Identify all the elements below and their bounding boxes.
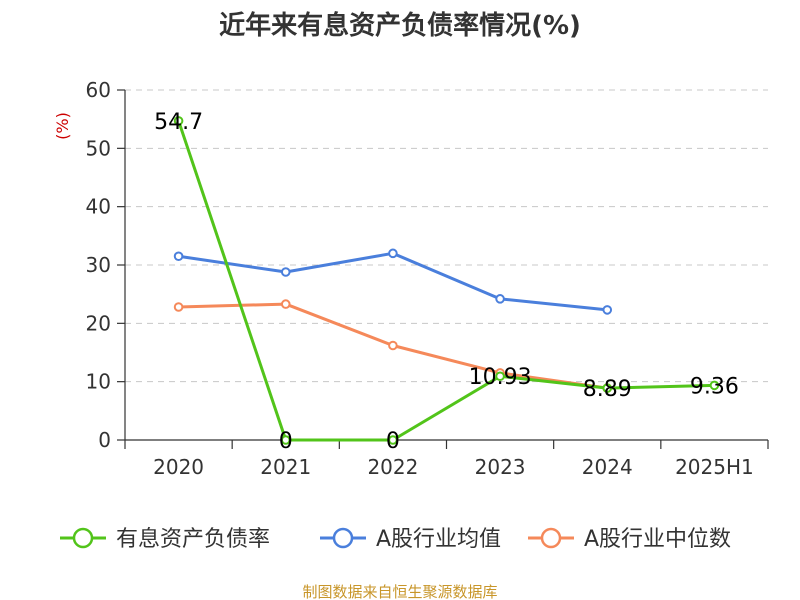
legend[interactable]: 有息资产负债率 A股行业均值 A股行业中位数 [60, 527, 731, 552]
series-2 [173, 299, 613, 393]
data-point[interactable] [173, 251, 184, 262]
legend-label: A股行业中位数 [584, 527, 731, 552]
data-label: 0 [279, 429, 293, 454]
legend-item-0[interactable]: 有息资产负债率 [60, 527, 270, 552]
y-tick-label: 0 [98, 428, 111, 452]
data-point[interactable] [602, 305, 613, 315]
series-1 [173, 248, 613, 315]
data-point[interactable] [602, 383, 613, 393]
legend-label: A股行业均值 [376, 527, 501, 552]
legend-marker [332, 527, 354, 549]
legend-marker [72, 527, 94, 549]
x-tick-label: 2021 [260, 455, 311, 479]
legend-marker [540, 527, 562, 549]
series-0 [173, 116, 720, 445]
series-line [178, 251, 608, 312]
data-point[interactable] [173, 302, 184, 312]
data-labels: 54.7 0 0 10.93 8.89 9.36 [154, 110, 739, 454]
data-point[interactable] [388, 435, 398, 445]
data-label: 9.36 [690, 374, 739, 399]
y-tick-label: 20 [86, 311, 111, 335]
x-tick-label: 2020 [153, 455, 204, 479]
data-point[interactable] [709, 380, 720, 391]
legend-item-1[interactable]: A股行业均值 [320, 527, 501, 552]
y-tick-label: 60 [86, 78, 111, 102]
gridlines [125, 89, 768, 383]
y-tick-label: 50 [86, 136, 111, 160]
data-label: 10.93 [469, 365, 532, 390]
data-point[interactable] [495, 294, 505, 304]
x-tick-label: 2025H1 [675, 455, 754, 479]
y-axis-ticks: 0 10 20 30 40 50 60 [86, 78, 125, 452]
data-label: 54.7 [154, 110, 203, 135]
data-point[interactable] [280, 435, 291, 445]
source-note: 制图数据来自恒生聚源数据库 [302, 583, 497, 600]
data-point[interactable] [280, 299, 291, 309]
y-axis-label: (%) [53, 112, 72, 140]
x-tick-label: 2022 [367, 455, 418, 479]
data-point[interactable] [388, 248, 398, 259]
x-tick-label: 2023 [475, 455, 526, 479]
data-point[interactable] [388, 340, 398, 351]
data-label: 0 [386, 429, 400, 454]
y-tick-label: 30 [86, 253, 111, 277]
legend-item-2[interactable]: A股行业中位数 [528, 527, 731, 552]
data-point[interactable] [280, 267, 291, 277]
legend-label: 有息资产负债率 [116, 527, 270, 552]
data-point[interactable] [495, 371, 505, 382]
x-tick-label: 2024 [582, 455, 633, 479]
x-axis-ticks: 2020 2021 2022 2023 2024 2025H1 [124, 440, 769, 479]
series-group [173, 116, 720, 445]
y-tick-label: 40 [86, 195, 111, 219]
data-point[interactable] [173, 116, 184, 126]
y-tick-label: 10 [86, 370, 111, 394]
data-label: 8.89 [583, 377, 632, 402]
chart-title: 近年来有息资产负债率情况(%) [219, 10, 581, 41]
series-line [177, 120, 715, 442]
